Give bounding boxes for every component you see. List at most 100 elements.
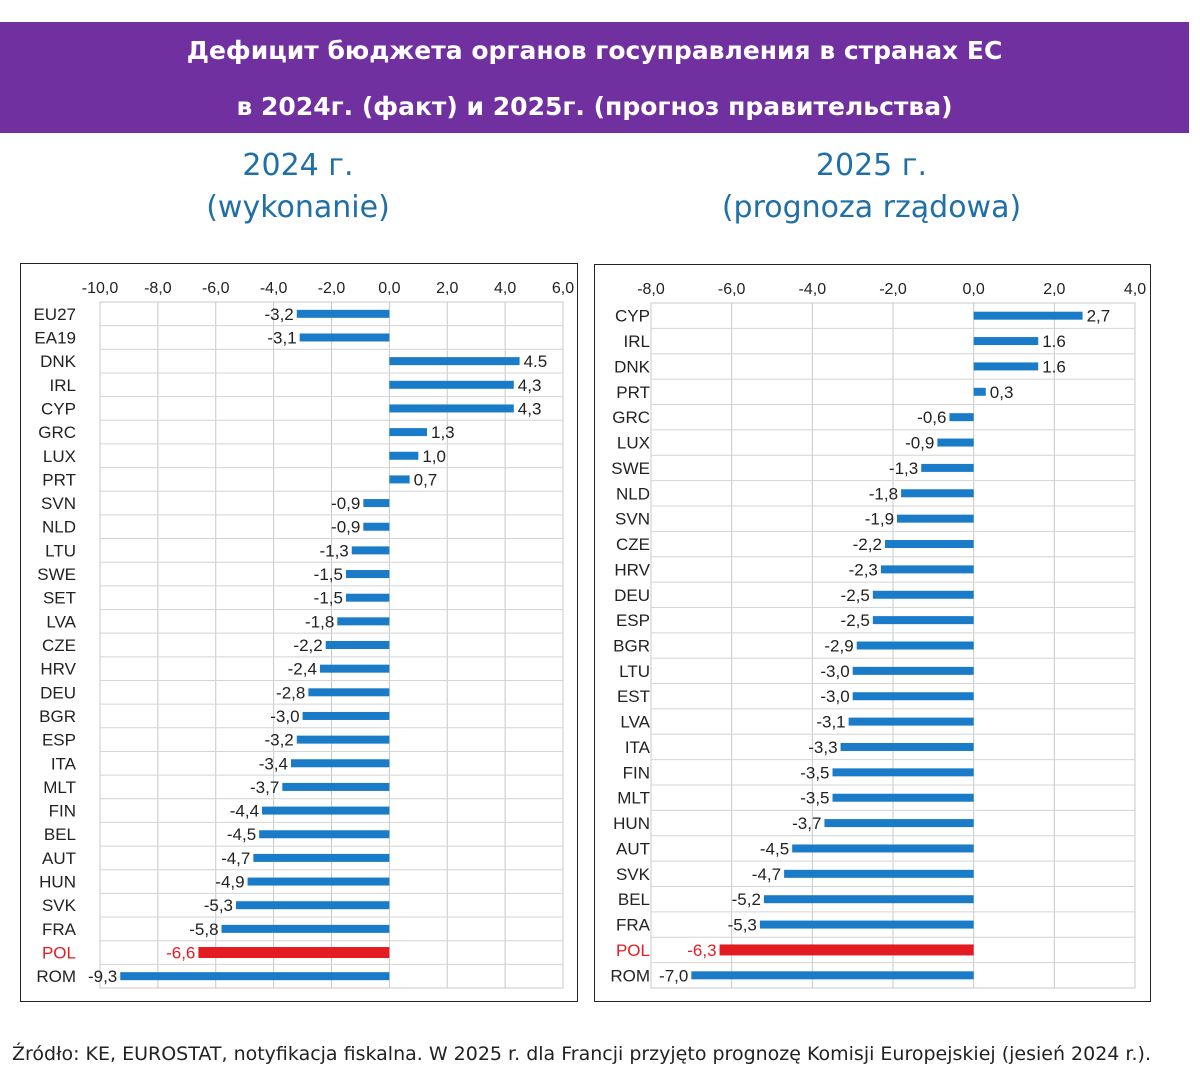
- data-label: -3,0: [270, 707, 299, 726]
- data-label: -3,5: [800, 763, 829, 782]
- bar-svk: [236, 901, 390, 910]
- bar-hrv: [880, 565, 974, 574]
- category-label: AUT: [42, 849, 76, 868]
- bar-bgr: [856, 641, 974, 650]
- x-tick-label: 4,0: [1124, 281, 1146, 298]
- category-label: HRV: [614, 560, 650, 579]
- bar-nld: [363, 522, 390, 531]
- data-label: 0,3: [990, 383, 1014, 402]
- data-label: -1,3: [319, 541, 348, 560]
- x-tick-label: 4,0: [494, 280, 516, 297]
- category-label: SVN: [41, 494, 76, 513]
- data-label: 1.6: [1042, 357, 1066, 376]
- category-label: ROM: [36, 967, 76, 986]
- data-label: -4,5: [760, 839, 789, 858]
- data-label: -3,3: [808, 738, 837, 757]
- category-label: MLT: [43, 778, 76, 797]
- bar-ltu: [351, 546, 390, 555]
- category-label: LTU: [45, 541, 76, 560]
- category-label: HUN: [613, 814, 650, 833]
- data-label: -2,2: [293, 636, 322, 655]
- category-label: POL: [42, 944, 76, 963]
- x-tick-label: -2,0: [879, 281, 907, 298]
- x-tick-label: 0,0: [963, 281, 985, 298]
- data-label: -2,3: [849, 560, 878, 579]
- data-label: -1,9: [865, 510, 894, 529]
- data-label: -6,3: [687, 941, 716, 960]
- data-label: -1,5: [314, 589, 343, 608]
- bar-nld: [901, 489, 974, 498]
- bar-svn: [897, 514, 974, 523]
- bar-deu: [308, 688, 390, 697]
- x-tick-label: 6,0: [552, 280, 574, 297]
- data-label: -6,6: [166, 944, 195, 963]
- bar-esp: [872, 616, 974, 625]
- data-label: -1,8: [305, 612, 334, 631]
- data-label: -2,8: [276, 683, 305, 702]
- data-label: -1,3: [889, 459, 918, 478]
- bar-deu: [872, 590, 974, 599]
- category-label: SWE: [37, 565, 76, 584]
- bar-est: [852, 692, 974, 701]
- x-tick-label: -2,0: [318, 280, 346, 297]
- data-label: -4,7: [752, 865, 781, 884]
- bar-dnk: [973, 362, 1039, 371]
- category-label: SWE: [611, 459, 650, 478]
- category-label: LUX: [617, 434, 650, 453]
- category-label: BGR: [39, 707, 76, 726]
- data-label: -0,6: [917, 408, 946, 427]
- bar-lva: [848, 717, 974, 726]
- data-label: -4,4: [230, 802, 259, 821]
- data-label: -3,1: [267, 328, 296, 347]
- x-tick-label: 2,0: [1043, 281, 1065, 298]
- data-label: -3,7: [250, 778, 279, 797]
- bar-irl: [973, 337, 1039, 346]
- data-label: 1.6: [1042, 332, 1066, 351]
- bar-svk: [784, 869, 974, 878]
- bar-hun: [247, 877, 390, 886]
- title-banner: Дефицит бюджета органов госуправления в …: [0, 22, 1189, 133]
- category-label: ESP: [42, 731, 76, 750]
- data-label: -2,4: [288, 660, 317, 679]
- x-tick-label: -6,0: [718, 281, 746, 298]
- data-label: -0,9: [331, 494, 360, 513]
- data-label: 2,7: [1087, 307, 1111, 326]
- x-tick-label: -10,0: [82, 280, 119, 297]
- bar-set: [345, 593, 390, 602]
- category-label: EST: [617, 687, 650, 706]
- bar-swe: [345, 570, 390, 579]
- x-tick-label: -8,0: [637, 281, 665, 298]
- bar-ea19: [299, 333, 390, 342]
- category-label: CZE: [42, 636, 76, 655]
- category-label: ESP: [616, 611, 650, 630]
- category-label: LUX: [43, 447, 76, 466]
- data-label: -2,5: [841, 586, 870, 605]
- source-note: Źródło: KE, EUROSTAT, notyfikacja fiskal…: [12, 1043, 1151, 1065]
- data-label: -5,3: [204, 896, 233, 915]
- category-label: POL: [616, 941, 650, 960]
- chart-2024: -10,0 -8,0 -6,0 -4,0 -2,0 0,0 2,0 4,0 6,0 EU27 -3,…: [33, 280, 574, 989]
- left-panel-subtitle: (wykonanie): [206, 190, 390, 225]
- bar-prt: [973, 387, 986, 396]
- bar-bel: [763, 895, 974, 904]
- data-label: -5,2: [732, 890, 761, 909]
- chart-2025-panel: -8,0 -6,0 -4,0 -2,0 0,0 2,0 4,0 CYP 2,7 IRL 1.6 DNK…: [594, 264, 1151, 1002]
- category-label: ITA: [625, 738, 651, 757]
- category-label: LVA: [620, 713, 650, 732]
- bar-pol: [198, 947, 390, 959]
- chart-2024-panel: -10,0 -8,0 -6,0 -4,0 -2,0 0,0 2,0 4,0 6,0 EU27 -3,…: [20, 263, 578, 1002]
- category-label: AUT: [616, 839, 650, 858]
- category-label: NLD: [42, 518, 76, 537]
- category-label: FRA: [616, 916, 651, 935]
- bar-bgr: [302, 711, 390, 720]
- data-label: -2,5: [841, 611, 870, 630]
- bar-ltu: [852, 666, 974, 675]
- category-label: LTU: [619, 662, 650, 681]
- data-label: -3,7: [792, 814, 821, 833]
- bar-fra: [221, 924, 390, 933]
- data-label: -3,2: [264, 731, 293, 750]
- chart-title-line1: Дефицит бюджета органов госуправления в …: [186, 36, 1003, 65]
- bar-mlt: [832, 793, 974, 802]
- bar-lux: [937, 438, 974, 447]
- category-label: NLD: [616, 484, 650, 503]
